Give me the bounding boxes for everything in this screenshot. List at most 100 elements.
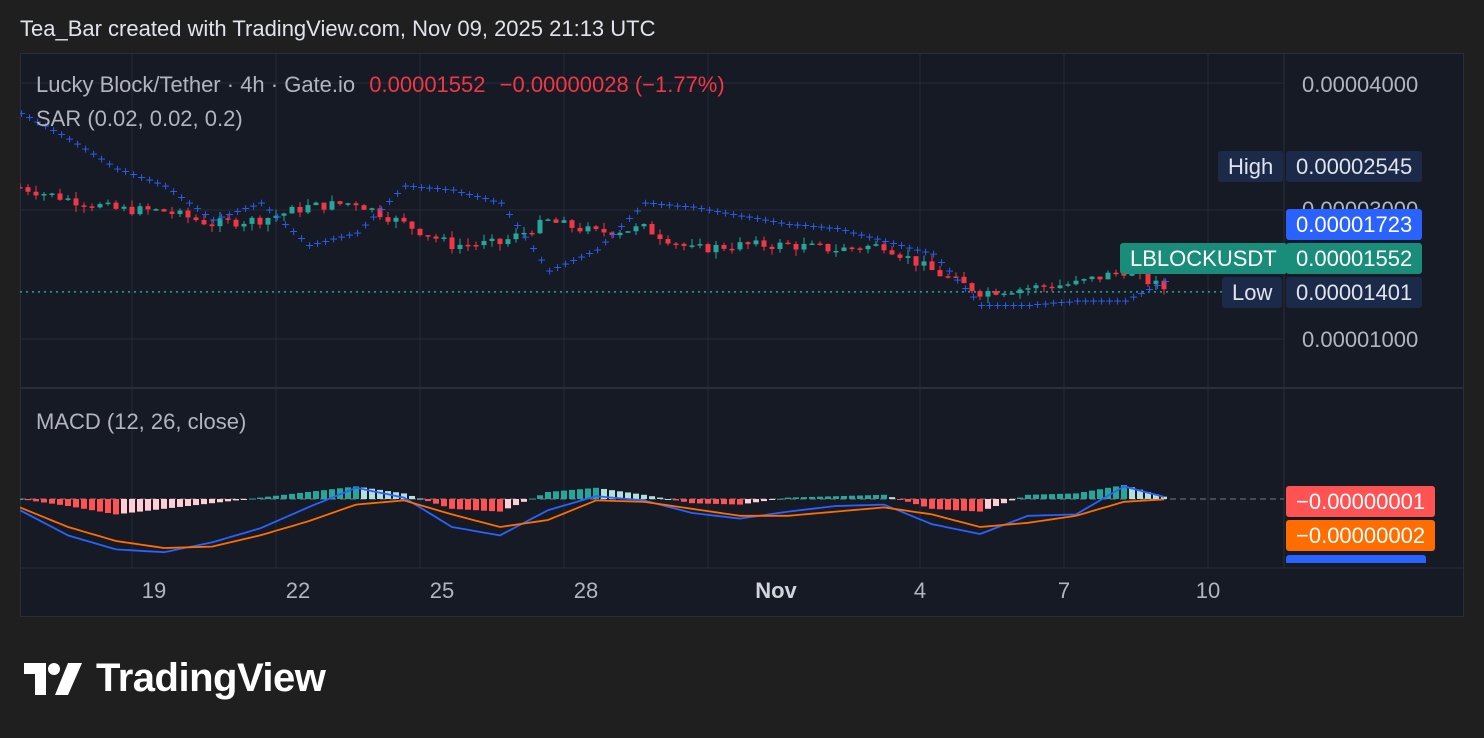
symbol-legend[interactable]: Lucky Block/Tether · 4h · Gate.io 0.0000… xyxy=(36,72,725,98)
symbol-title: Lucky Block/Tether · 4h · Gate.io xyxy=(36,72,356,97)
candle-body xyxy=(577,227,583,232)
candle-body xyxy=(585,226,591,232)
candle-body xyxy=(721,244,727,249)
sar-dot: + xyxy=(57,128,66,141)
sar-dot: + xyxy=(769,215,778,228)
candle-body xyxy=(969,283,975,292)
candle-body xyxy=(689,245,695,247)
date-label-nov: Nov xyxy=(755,578,797,603)
candle-body xyxy=(289,206,295,214)
macd-histogram-bar xyxy=(897,499,903,500)
candle-body xyxy=(513,233,519,240)
candle-body xyxy=(609,232,615,236)
candle-body xyxy=(569,220,575,228)
macd-histogram-bar xyxy=(265,496,271,499)
macd-histogram-bar xyxy=(793,497,799,499)
sar-dot: + xyxy=(177,191,186,204)
tradingview-brand[interactable]: TradingView xyxy=(24,656,326,701)
candle-body xyxy=(49,193,55,195)
candle-body xyxy=(233,219,239,227)
sar-dot: + xyxy=(841,224,850,237)
sar-dot: + xyxy=(1033,298,1042,311)
sar-dot: + xyxy=(601,236,610,249)
candle-body xyxy=(89,206,95,208)
macd-histogram-bar xyxy=(345,487,351,499)
sar-dot: + xyxy=(849,226,858,239)
sar-dot: + xyxy=(1049,297,1058,310)
candle-body xyxy=(809,243,815,246)
sar-dot: + xyxy=(1121,295,1130,308)
candle-body xyxy=(1025,288,1031,290)
sar-dot: + xyxy=(873,233,882,246)
macd-histogram-bar xyxy=(865,495,871,499)
sar-dot: + xyxy=(1065,295,1074,308)
sar-dot: + xyxy=(433,182,442,195)
macd-histogram-bar xyxy=(1121,485,1127,499)
sar-dot: + xyxy=(105,157,114,170)
macd-histogram-bar xyxy=(473,499,479,511)
sar-dot: + xyxy=(545,265,554,278)
macd-legend[interactable]: MACD (12, 26, close) xyxy=(36,409,247,434)
date-label-19: 19 xyxy=(141,578,167,603)
candle-body xyxy=(1033,285,1039,289)
chart-canvas[interactable]: ++++++++++++++++++++++++++++++++++++++++… xyxy=(20,53,1464,617)
sar-dot: + xyxy=(129,168,138,181)
macd-histogram-bar xyxy=(193,499,199,506)
candle-body xyxy=(945,276,951,278)
sar-dot: + xyxy=(681,200,690,213)
candle-body xyxy=(985,291,991,297)
candle-body xyxy=(641,223,647,227)
candle-body xyxy=(105,202,111,205)
sar-dot: + xyxy=(1025,299,1034,312)
candle-body xyxy=(489,238,495,242)
sar-dot: + xyxy=(969,290,978,303)
sar-dot: + xyxy=(553,261,562,274)
candle-body xyxy=(713,244,719,253)
candle-body xyxy=(417,228,423,236)
candle-body xyxy=(593,226,599,229)
sar-dot: + xyxy=(881,235,890,248)
macd-histogram-bar xyxy=(521,499,527,502)
candle-body xyxy=(521,232,527,235)
candle-body xyxy=(177,210,183,215)
macd-histogram-bar xyxy=(609,490,615,499)
sar-dot: + xyxy=(593,243,602,256)
macd-histogram-bar xyxy=(937,499,943,510)
sar-dot: + xyxy=(169,185,178,198)
candle-body xyxy=(393,217,399,222)
sar-legend[interactable]: SAR (0.02, 0.02, 0.2) xyxy=(36,106,243,131)
sar-dot: + xyxy=(89,147,98,160)
macd-histogram-bar xyxy=(57,499,63,505)
candle-body xyxy=(1001,293,1007,296)
macd-histogram-bar xyxy=(273,495,279,499)
macd-histogram-bar xyxy=(761,499,767,502)
macd-histogram-bar xyxy=(625,492,631,499)
chart-credit: Tea_Bar created with TradingView.com, No… xyxy=(20,16,656,41)
macd-histogram-bar xyxy=(729,499,735,505)
macd-histogram-bar xyxy=(1153,494,1159,499)
macd-histogram-bar xyxy=(601,488,607,499)
sar-dot: + xyxy=(745,211,754,224)
macd-histogram-bar xyxy=(433,499,439,504)
macd-histogram-bar xyxy=(1137,489,1143,499)
sar-dot: + xyxy=(857,228,866,241)
candle-body xyxy=(929,261,935,271)
sar-dot: + xyxy=(329,233,338,246)
macd-histogram-bar xyxy=(673,499,679,501)
tradingview-logo-icon xyxy=(24,662,82,695)
macd-histogram-bar xyxy=(121,499,127,514)
candle-body xyxy=(1113,272,1119,275)
candle-body xyxy=(465,244,471,247)
candle-body xyxy=(409,221,415,229)
candle-body xyxy=(849,247,855,250)
macd-histogram-bar xyxy=(401,493,407,499)
sar-dot: + xyxy=(425,182,434,195)
candle-body xyxy=(1161,280,1167,290)
macd-histogram-bar xyxy=(713,499,719,504)
candle-body xyxy=(257,217,263,225)
date-label-7: 7 xyxy=(1057,578,1071,603)
candle-body xyxy=(169,211,175,215)
macd-histogram-bar xyxy=(249,498,255,500)
candle-body xyxy=(697,244,703,246)
sar-dot: + xyxy=(465,188,474,201)
